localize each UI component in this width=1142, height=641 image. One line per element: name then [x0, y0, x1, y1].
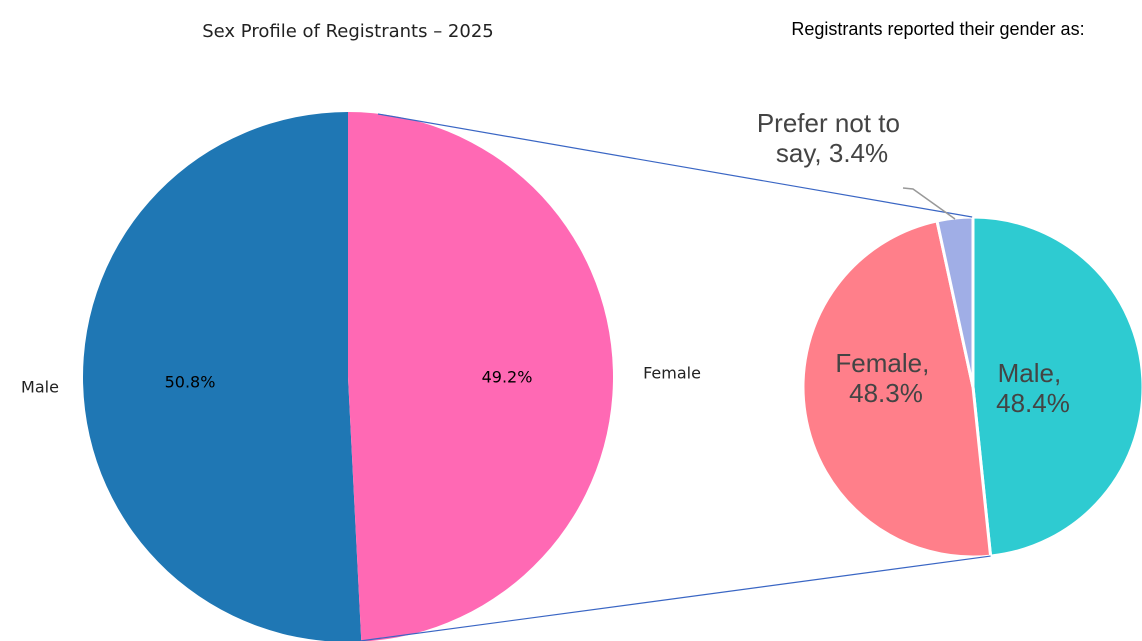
value-label: Prefer not to say, 3.4%	[757, 108, 907, 168]
pie-slice	[935, 215, 975, 388]
slice-label: Male	[21, 378, 59, 397]
slice-label: Female	[643, 364, 701, 383]
connector	[359, 555, 991, 641]
pie-slice	[971, 215, 1142, 558]
value-label: Female, 48.3%	[835, 348, 936, 408]
value-label: Male, 48.4%	[996, 358, 1070, 418]
chart-title: Sex Profile of Registrants – 2025	[202, 21, 493, 42]
leader-line	[902, 187, 956, 220]
pie-slice	[82, 112, 362, 641]
pie-slice	[801, 219, 993, 559]
pie-slice	[348, 112, 613, 641]
value-label: 50.8%	[165, 373, 216, 392]
connector	[377, 113, 973, 218]
chart-title: Registrants reported their gender as:	[791, 19, 1084, 39]
value-label: 49.2%	[482, 368, 533, 387]
